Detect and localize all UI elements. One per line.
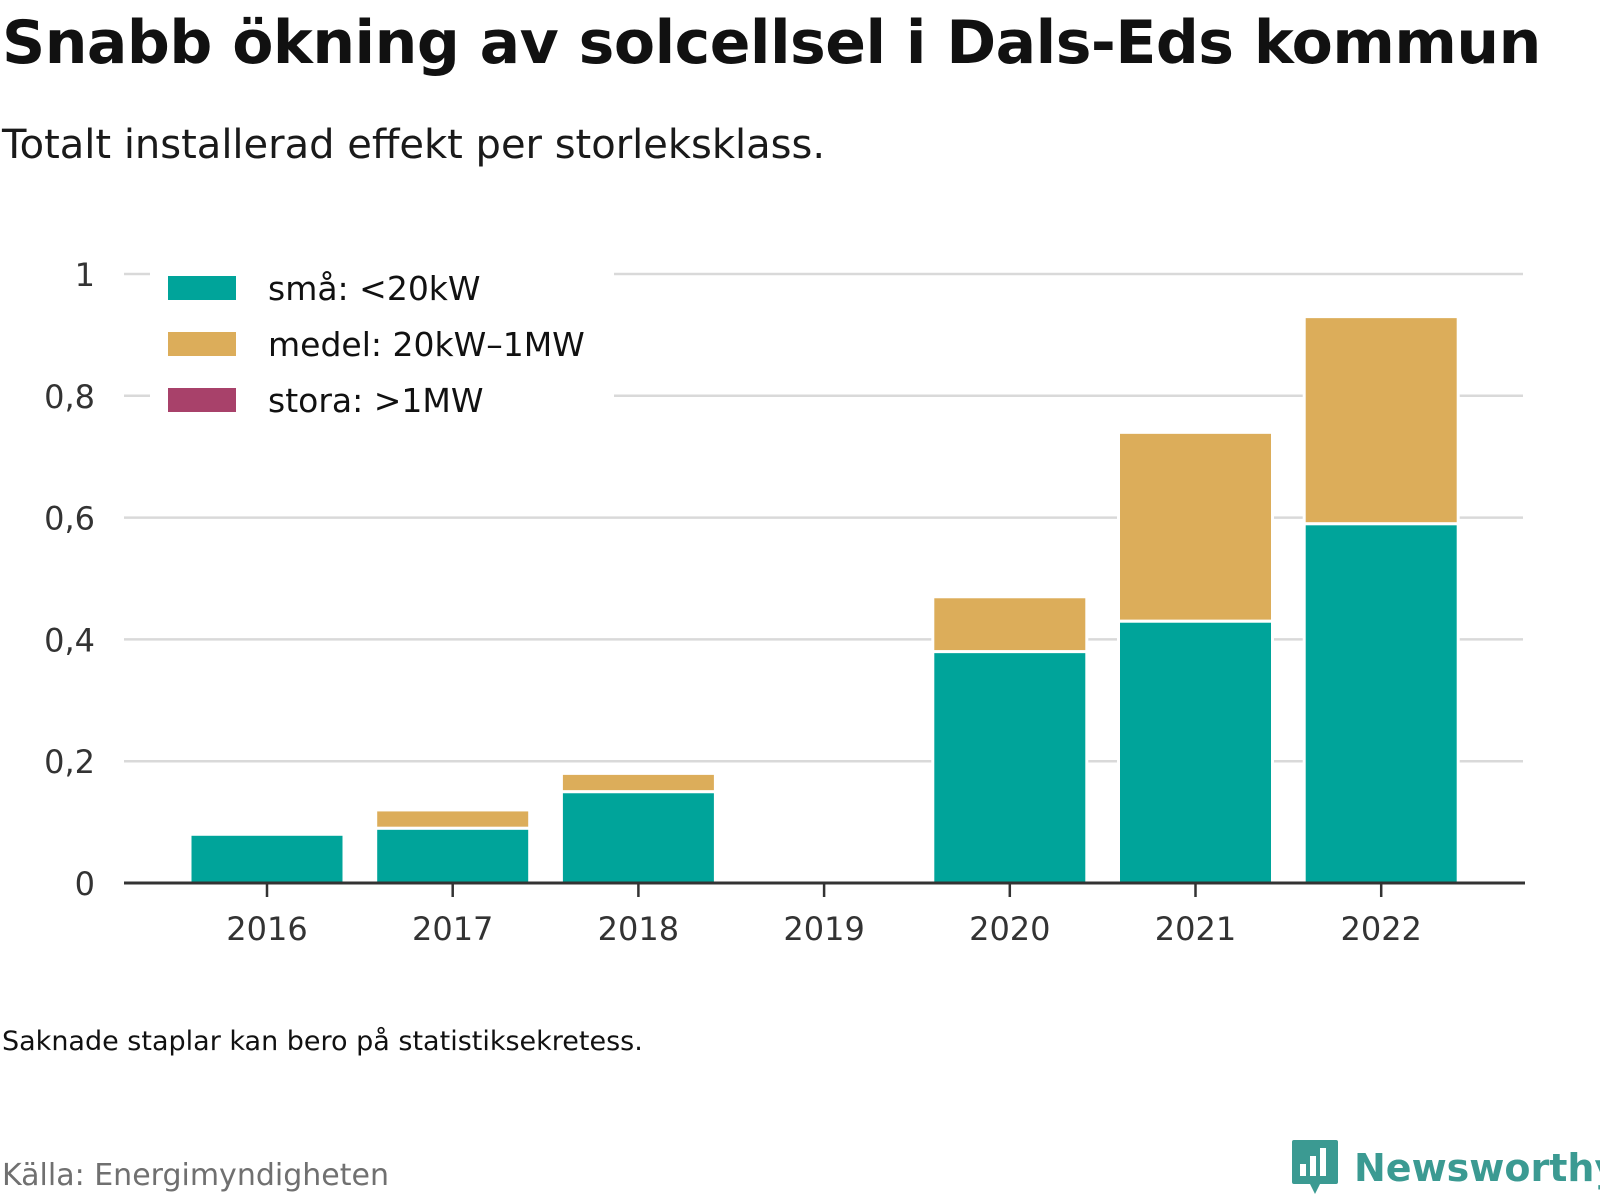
x-axis: 2016 2017 2018 2019 2020 2021 2022 — [124, 881, 1525, 948]
y-tick-label: 0,8 — [44, 378, 95, 416]
footnote: Saknade staplar kan bero på statistiksek… — [2, 1026, 643, 1057]
bar-segment — [931, 650, 1089, 885]
brand-name: Newsworthy — [1354, 1146, 1600, 1190]
x-tick-label: 2016 — [226, 910, 307, 948]
legend-label: stora: >1MW — [268, 381, 483, 420]
chart-title: Snabb ökning av solcellsel i Dals-Eds ko… — [2, 8, 1541, 78]
legend-swatch — [168, 388, 236, 412]
bar-segment — [188, 832, 346, 885]
legend-label: små: <20kW — [268, 269, 481, 308]
chart-subtitle: Totalt installerad effekt per storlekskl… — [2, 122, 826, 168]
y-tick-label: 1 — [75, 256, 95, 294]
bar-segment — [559, 790, 717, 885]
legend-swatch — [168, 276, 236, 300]
x-tick-label: 2022 — [1340, 910, 1421, 948]
x-tick-label: 2018 — [598, 910, 679, 948]
y-tick-label: 0,4 — [44, 621, 95, 659]
bar-segment — [931, 595, 1089, 654]
stacked-bar-chart: 00,20,40,60,81 2016 2017 2018 2019 2020 2021 2… — [44, 256, 1525, 948]
legend: små: <20kW medel: 20kW–1MW stora: >1MW — [150, 266, 614, 432]
source-credit: Källa: Energimyndigheten — [2, 1158, 389, 1193]
x-tick-label: 2021 — [1155, 910, 1236, 948]
bar-segment — [374, 808, 532, 830]
x-tick-label: 2019 — [783, 910, 864, 948]
bar-segment — [1117, 430, 1274, 623]
x-tick-label: 2020 — [969, 910, 1050, 948]
y-tick-label: 0,6 — [44, 500, 95, 538]
y-tick-label: 0,2 — [44, 743, 95, 781]
bar-segment — [1117, 619, 1274, 885]
bar-segment — [559, 771, 717, 794]
bar-segment — [1302, 315, 1460, 526]
bar-chart-speech-bubble-icon — [1292, 1140, 1338, 1194]
y-tick-label: 0 — [75, 865, 95, 903]
bar-segment — [374, 826, 532, 885]
legend-label: medel: 20kW–1MW — [268, 325, 585, 364]
legend-swatch — [168, 332, 236, 356]
brand-logo: Newsworthy — [1290, 1138, 1600, 1198]
y-axis-tick-labels: 0 0,2 0,4 0,6 0,8 1 — [44, 256, 95, 903]
bar-segment — [1302, 522, 1460, 885]
x-tick-label: 2017 — [412, 910, 493, 948]
bars — [188, 315, 1460, 885]
